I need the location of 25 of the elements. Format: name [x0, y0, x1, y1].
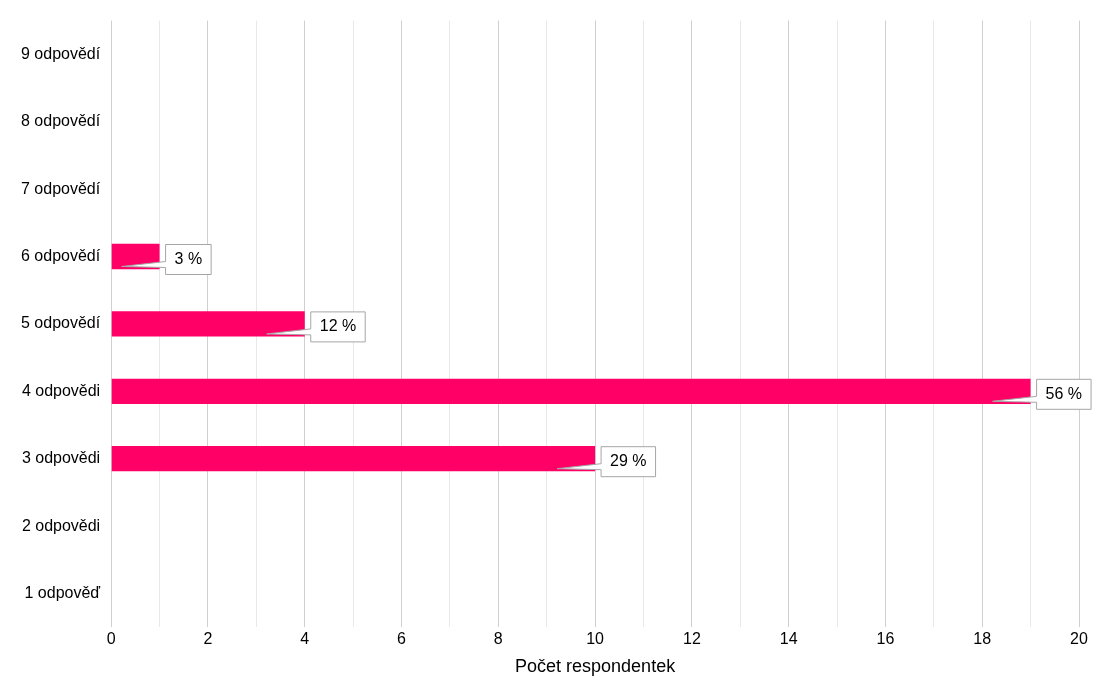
- x-axis-title: Počet respondentek: [515, 656, 677, 677]
- y-tick-label: 1 odpověď: [24, 583, 101, 601]
- x-tick-label: 6: [397, 630, 407, 648]
- y-tick-label: 8 odpovědí: [20, 112, 101, 130]
- x-tick-label: 14: [779, 630, 798, 648]
- y-tick-label: 7 odpovědí: [20, 179, 101, 197]
- x-tick-label: 18: [973, 630, 992, 648]
- x-tick-label: 2: [203, 630, 213, 648]
- y-tick-label: 3 odpovědi: [21, 449, 101, 467]
- x-tick-label: 8: [493, 630, 503, 648]
- annotation: 3 %: [174, 249, 203, 267]
- y-tick-label: 4 odpovědi: [21, 381, 101, 399]
- annotation: 12 %: [319, 317, 357, 335]
- x-tick-label: 4: [300, 630, 310, 648]
- x-tick-label: 10: [586, 630, 605, 648]
- annotation: 29 %: [610, 452, 647, 470]
- x-tick-label: 16: [876, 630, 895, 648]
- y-tick-label: 9 odpovědí: [20, 44, 101, 62]
- y-tick-label: 6 odpovědí: [20, 246, 101, 264]
- y-tick-label: 5 odpovědí: [20, 314, 101, 332]
- y-tick-label: 2 odpovědi: [21, 516, 101, 534]
- annotation: 56 %: [1045, 384, 1083, 402]
- x-tick-label: 0: [106, 630, 116, 648]
- x-tick-label: 12: [682, 630, 701, 648]
- x-tick-label: 20: [1070, 630, 1088, 648]
